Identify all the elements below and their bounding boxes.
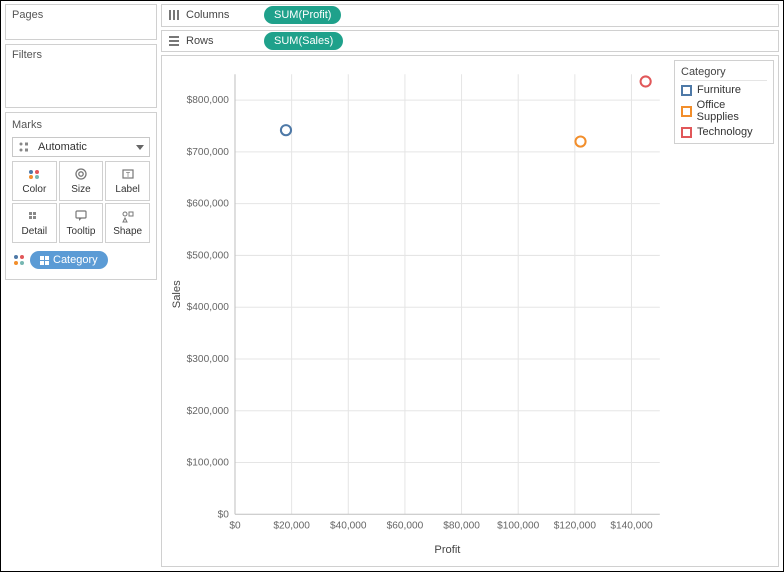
legend-item-label: Furniture <box>697 84 741 96</box>
pages-title: Pages <box>12 9 150 23</box>
svg-text:$700,000: $700,000 <box>187 147 230 158</box>
marks-detail-button[interactable]: Detail <box>12 203 57 243</box>
legend-item[interactable]: Office Supplies <box>681 99 767 123</box>
rows-icon <box>168 35 180 47</box>
color-assign-icon <box>12 253 26 267</box>
chevron-down-icon <box>136 145 144 150</box>
svg-text:T: T <box>126 172 131 179</box>
category-pill-label: Category <box>53 254 98 266</box>
legend-panel[interactable]: Category Furniture Office Supplies Technol… <box>674 60 774 144</box>
rows-label: Rows <box>186 35 214 47</box>
tooltip-icon <box>73 209 89 223</box>
left-rail: Pages Filters Marks Automatic <box>1 1 161 571</box>
marks-shape-button[interactable]: Shape <box>105 203 150 243</box>
svg-text:$100,000: $100,000 <box>187 458 230 469</box>
columns-icon <box>168 9 180 21</box>
main-area: Columns SUM(Profit) Rows SUM(Sales) $0 $1… <box>161 1 783 571</box>
marks-assignment-row: Category <box>12 251 150 269</box>
svg-text:$600,000: $600,000 <box>187 199 230 210</box>
svg-text:$100,000: $100,000 <box>497 521 540 532</box>
svg-text:$80,000: $80,000 <box>443 521 480 532</box>
rows-pill-label: SUM(Sales) <box>274 35 333 47</box>
label-icon: T <box>120 167 136 181</box>
rows-pill[interactable]: SUM(Sales) <box>264 32 343 50</box>
marks-size-label: Size <box>71 184 90 195</box>
marks-detail-label: Detail <box>22 226 48 237</box>
dimension-icon <box>40 256 49 265</box>
filters-title: Filters <box>12 49 150 63</box>
svg-text:$400,000: $400,000 <box>187 302 230 313</box>
legend-swatch <box>681 85 692 96</box>
filters-panel[interactable]: Filters <box>5 44 157 108</box>
columns-pill[interactable]: SUM(Profit) <box>264 6 341 24</box>
pages-panel: Pages <box>5 4 157 40</box>
svg-text:Profit: Profit <box>434 544 461 556</box>
svg-text:$200,000: $200,000 <box>187 406 230 417</box>
size-icon <box>73 167 89 181</box>
marks-size-button[interactable]: Size <box>59 161 104 201</box>
svg-text:$60,000: $60,000 <box>387 521 424 532</box>
shape-icon <box>120 209 136 223</box>
marks-label-button[interactable]: T Label <box>105 161 150 201</box>
svg-text:$800,000: $800,000 <box>187 95 230 106</box>
rows-shelf[interactable]: Rows SUM(Sales) <box>161 30 779 53</box>
marks-tooltip-button[interactable]: Tooltip <box>59 203 104 243</box>
visualization-area: $0 $100,000 $200,000 $300,000 $400,000 $500,0… <box>161 55 779 567</box>
marks-tooltip-label: Tooltip <box>67 226 96 237</box>
svg-text:$500,000: $500,000 <box>187 251 230 262</box>
color-icon <box>26 167 42 181</box>
marks-title: Marks <box>12 119 150 133</box>
marks-shape-label: Shape <box>113 226 142 237</box>
marks-label-label: Label <box>115 184 139 195</box>
svg-text:$20,000: $20,000 <box>273 521 310 532</box>
svg-text:$0: $0 <box>218 509 230 520</box>
svg-text:Sales: Sales <box>171 280 183 308</box>
svg-text:$140,000: $140,000 <box>610 521 653 532</box>
chart-container: $0 $100,000 $200,000 $300,000 $400,000 $500,0… <box>162 56 674 566</box>
marks-buttons-grid: Color Size T Label Detail Tooltip <box>12 161 150 243</box>
columns-label: Columns <box>186 9 229 21</box>
legend-swatch <box>681 106 692 117</box>
detail-icon <box>26 209 42 223</box>
legend-swatch <box>681 127 692 138</box>
legend-item-label: Office Supplies <box>697 99 767 123</box>
legend-item-label: Technology <box>697 126 753 138</box>
svg-text:$300,000: $300,000 <box>187 354 230 365</box>
legend-item[interactable]: Furniture <box>681 84 767 96</box>
app-root: Pages Filters Marks Automatic <box>1 1 783 571</box>
marks-color-button[interactable]: Color <box>12 161 57 201</box>
automatic-icon <box>18 141 30 153</box>
marks-type-select[interactable]: Automatic <box>12 137 150 157</box>
columns-shelf[interactable]: Columns SUM(Profit) <box>161 4 779 27</box>
scatter-chart[interactable]: $0 $100,000 $200,000 $300,000 $400,000 $500,0… <box>162 56 674 566</box>
svg-text:$0: $0 <box>229 521 241 532</box>
svg-text:$120,000: $120,000 <box>554 521 597 532</box>
category-pill[interactable]: Category <box>30 251 108 269</box>
legend-item[interactable]: Technology <box>681 126 767 138</box>
marks-type-label: Automatic <box>38 141 87 153</box>
svg-text:$40,000: $40,000 <box>330 521 367 532</box>
legend-title: Category <box>681 66 767 81</box>
columns-pill-label: SUM(Profit) <box>274 9 331 21</box>
marks-panel: Marks Automatic Color S <box>5 112 157 280</box>
marks-color-label: Color <box>22 184 46 195</box>
